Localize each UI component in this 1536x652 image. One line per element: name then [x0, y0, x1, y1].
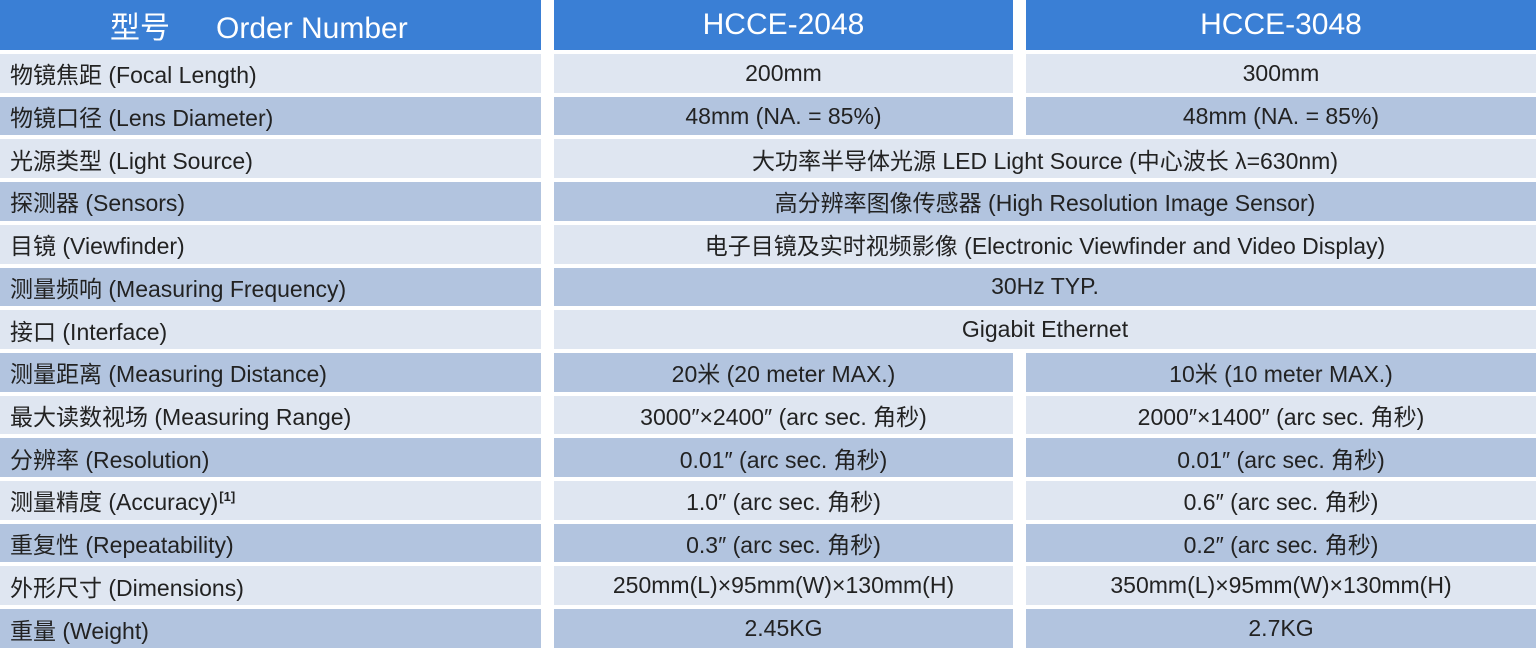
param-label: 测量频响 (Measuring Frequency) [0, 267, 554, 311]
param-label: 分辨率 (Resolution) [0, 438, 554, 482]
param-label: 物镜焦距 (Focal Length) [0, 54, 554, 97]
param-label: 接口 (Interface) [0, 310, 554, 353]
value-model-b: 10米 (10 meter MAX.) [1026, 352, 1536, 396]
row-repeatability: 重复性 (Repeatability) 0.3″ (arc sec. 角秒) 0… [0, 523, 1536, 567]
row-lens-diameter: 物镜口径 (Lens Diameter) 48mm (NA. = 85%) 48… [0, 96, 1536, 140]
row-viewfinder: 目镜 (Viewfinder) 电子目镜及实时视频影像 (Electronic … [0, 224, 1536, 268]
value-merged: 30Hz TYP. [554, 267, 1536, 311]
value-model-b: 0.2″ (arc sec. 角秒) [1026, 523, 1536, 567]
value-model-a: 2.45KG [554, 609, 1026, 652]
value-model-a: 3000″×2400″ (arc sec. 角秒) [554, 395, 1026, 439]
param-label-cell: 测量精度 (Accuracy)[1] [0, 481, 554, 524]
row-accuracy: 测量精度 (Accuracy)[1] 1.0″ (arc sec. 角秒) 0.… [0, 481, 1536, 524]
param-label: 重量 (Weight) [0, 609, 554, 652]
param-label: 外形尺寸 (Dimensions) [0, 566, 554, 610]
param-label: 物镜口径 (Lens Diameter) [0, 96, 554, 140]
value-model-a: 1.0″ (arc sec. 角秒) [554, 481, 1026, 524]
row-light-source: 光源类型 (Light Source) 大功率半导体光源 LED Light S… [0, 139, 1536, 183]
value-merged: Gigabit Ethernet [554, 310, 1536, 353]
value-model-b: 2000″×1400″ (arc sec. 角秒) [1026, 395, 1536, 439]
param-label: 最大读数视场 (Measuring Range) [0, 395, 554, 439]
row-resolution: 分辨率 (Resolution) 0.01″ (arc sec. 角秒) 0.0… [0, 438, 1536, 482]
value-model-a: 0.3″ (arc sec. 角秒) [554, 523, 1026, 567]
header-order-number: 型号 Order Number [0, 0, 554, 54]
value-merged: 电子目镜及实时视频影像 (Electronic Viewfinder and V… [554, 224, 1536, 268]
param-label: 目镜 (Viewfinder) [0, 224, 554, 268]
value-merged: 高分辨率图像传感器 (High Resolution Image Sensor) [554, 182, 1536, 225]
row-dimensions: 外形尺寸 (Dimensions) 250mm(L)×95mm(W)×130mm… [0, 566, 1536, 610]
header-model-a: HCCE-2048 [554, 0, 1026, 54]
value-model-b: 0.01″ (arc sec. 角秒) [1026, 438, 1536, 482]
row-weight: 重量 (Weight) 2.45KG 2.7KG [0, 609, 1536, 652]
value-model-a: 0.01″ (arc sec. 角秒) [554, 438, 1026, 482]
value-model-b: 2.7KG [1026, 609, 1536, 652]
param-label: 重复性 (Repeatability) [0, 523, 554, 567]
value-model-a: 20米 (20 meter MAX.) [554, 352, 1026, 396]
value-model-a: 48mm (NA. = 85%) [554, 96, 1026, 140]
header-label-en: Order Number [216, 12, 408, 45]
value-model-a: 250mm(L)×95mm(W)×130mm(H) [554, 566, 1026, 610]
value-model-b: 0.6″ (arc sec. 角秒) [1026, 481, 1536, 524]
row-measuring-range: 最大读数视场 (Measuring Range) 3000″×2400″ (ar… [0, 395, 1536, 439]
footnote-marker: [1] [219, 489, 236, 505]
row-measuring-distance: 测量距离 (Measuring Distance) 20米 (20 meter … [0, 352, 1536, 396]
row-measuring-frequency: 测量频响 (Measuring Frequency) 30Hz TYP. [0, 267, 1536, 311]
row-interface: 接口 (Interface) Gigabit Ethernet [0, 310, 1536, 353]
param-label: 光源类型 (Light Source) [0, 139, 554, 183]
param-label: 探测器 (Sensors) [0, 182, 554, 225]
value-model-b: 300mm [1026, 54, 1536, 97]
row-sensors: 探测器 (Sensors) 高分辨率图像传感器 (High Resolution… [0, 182, 1536, 225]
header-label-zh: 型号 [110, 12, 170, 45]
value-model-b: 350mm(L)×95mm(W)×130mm(H) [1026, 566, 1536, 610]
header-model-b: HCCE-3048 [1026, 0, 1536, 54]
param-label: 测量精度 (Accuracy) [10, 489, 219, 516]
header-row: 型号 Order Number HCCE-2048 HCCE-3048 [0, 0, 1536, 54]
row-focal-length: 物镜焦距 (Focal Length) 200mm 300mm [0, 54, 1536, 97]
value-model-a: 200mm [554, 54, 1026, 97]
value-model-b: 48mm (NA. = 85%) [1026, 96, 1536, 140]
value-merged: 大功率半导体光源 LED Light Source (中心波长 λ=630nm) [554, 139, 1536, 183]
param-label: 测量距离 (Measuring Distance) [0, 352, 554, 396]
